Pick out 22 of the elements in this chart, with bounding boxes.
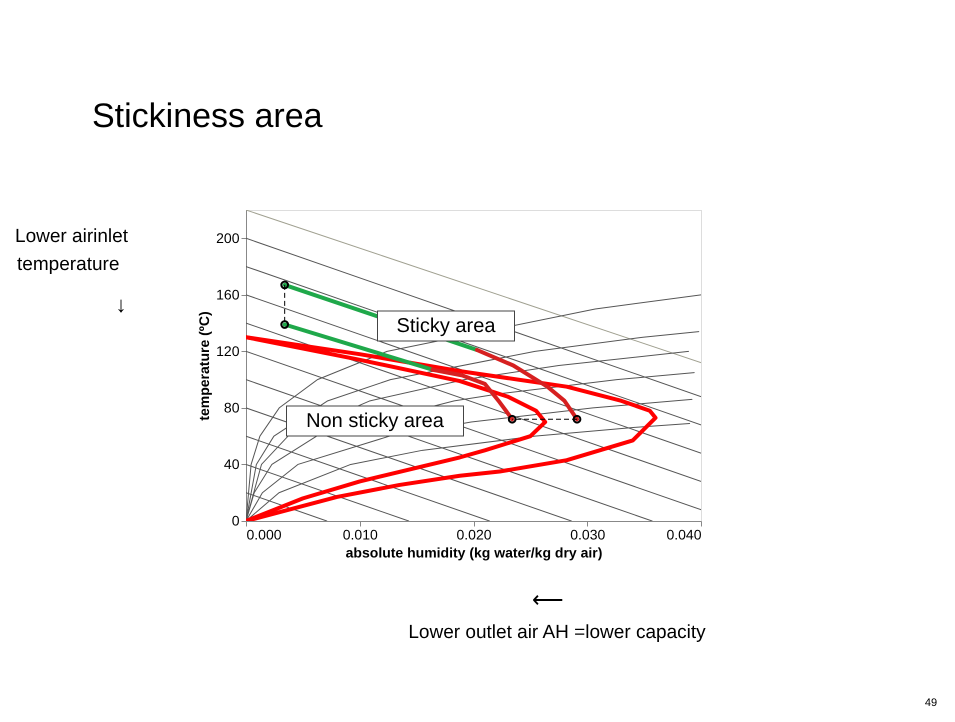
text: ↓ — [116, 292, 126, 317]
x-tick-label: 0.000 — [246, 526, 282, 542]
y-axis-title: temperature (ºC) — [196, 311, 212, 421]
chart-title: Stickiness area — [92, 97, 323, 135]
y-tick-label: 200 — [216, 230, 240, 246]
y-tick-label: 80 — [224, 399, 240, 416]
y-tick-label: 40 — [224, 456, 240, 472]
y-tick-label: 0 — [232, 512, 240, 528]
annotation: Non sticky area — [306, 410, 445, 432]
x-axis-title: absolute humidity (kg water/kg dry air) — [346, 544, 602, 560]
x-tick-label: 0.030 — [570, 526, 606, 542]
text: Lower airinlet — [15, 226, 129, 247]
text: Lower outlet air AH =lower capacity — [408, 622, 706, 643]
x-tick-label: 0.010 — [342, 526, 378, 542]
text: 49 — [924, 697, 938, 709]
y-tick-label: 120 — [216, 342, 240, 359]
text: ⟵ — [532, 587, 564, 612]
annotation: Sticky area — [396, 315, 496, 337]
x-tick-label: 0.040 — [666, 526, 702, 542]
y-tick-label: 160 — [216, 286, 240, 302]
x-tick-label: 0.020 — [456, 526, 492, 542]
text: temperature — [17, 254, 120, 275]
